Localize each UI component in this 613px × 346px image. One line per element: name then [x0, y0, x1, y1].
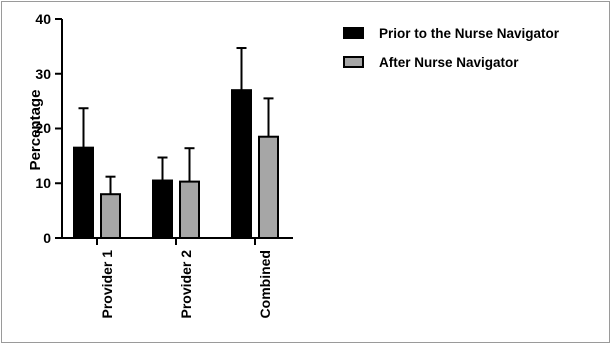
bar-prior-provider-2	[152, 179, 173, 239]
bar-after-provider-1	[100, 193, 121, 239]
x-label-provider-1: Provider 1	[99, 250, 115, 319]
y-tick-label-20: 20	[35, 120, 51, 136]
bar-prior-combined	[231, 89, 252, 239]
legend-label-prior: Prior to the Nurse Navigator	[379, 26, 560, 41]
legend-swatch-prior	[343, 27, 364, 39]
x-label-combined: Combined	[257, 250, 273, 318]
y-tick-label-40: 40	[35, 11, 51, 27]
x-label-provider-2: Provider 2	[178, 250, 194, 319]
bar-after-combined	[258, 135, 279, 239]
y-tick-label-30: 30	[35, 66, 51, 82]
y-tick-label-10: 10	[35, 175, 51, 191]
bar-after-provider-2	[179, 180, 200, 239]
bar-prior-provider-1	[73, 146, 94, 240]
legend: Prior to the Nurse Navigator After Nurse…	[343, 26, 560, 70]
y-tick-label-0: 0	[43, 230, 51, 246]
legend-label-after: After Nurse Navigator	[379, 55, 519, 70]
bars-group	[73, 47, 279, 240]
y-axis-label: Percentage	[27, 90, 44, 171]
x-axis: Provider 1 Provider 2 Combined	[62, 237, 293, 319]
y-axis: 0 10 20 30 40	[35, 11, 63, 246]
legend-swatch-after	[343, 56, 364, 68]
